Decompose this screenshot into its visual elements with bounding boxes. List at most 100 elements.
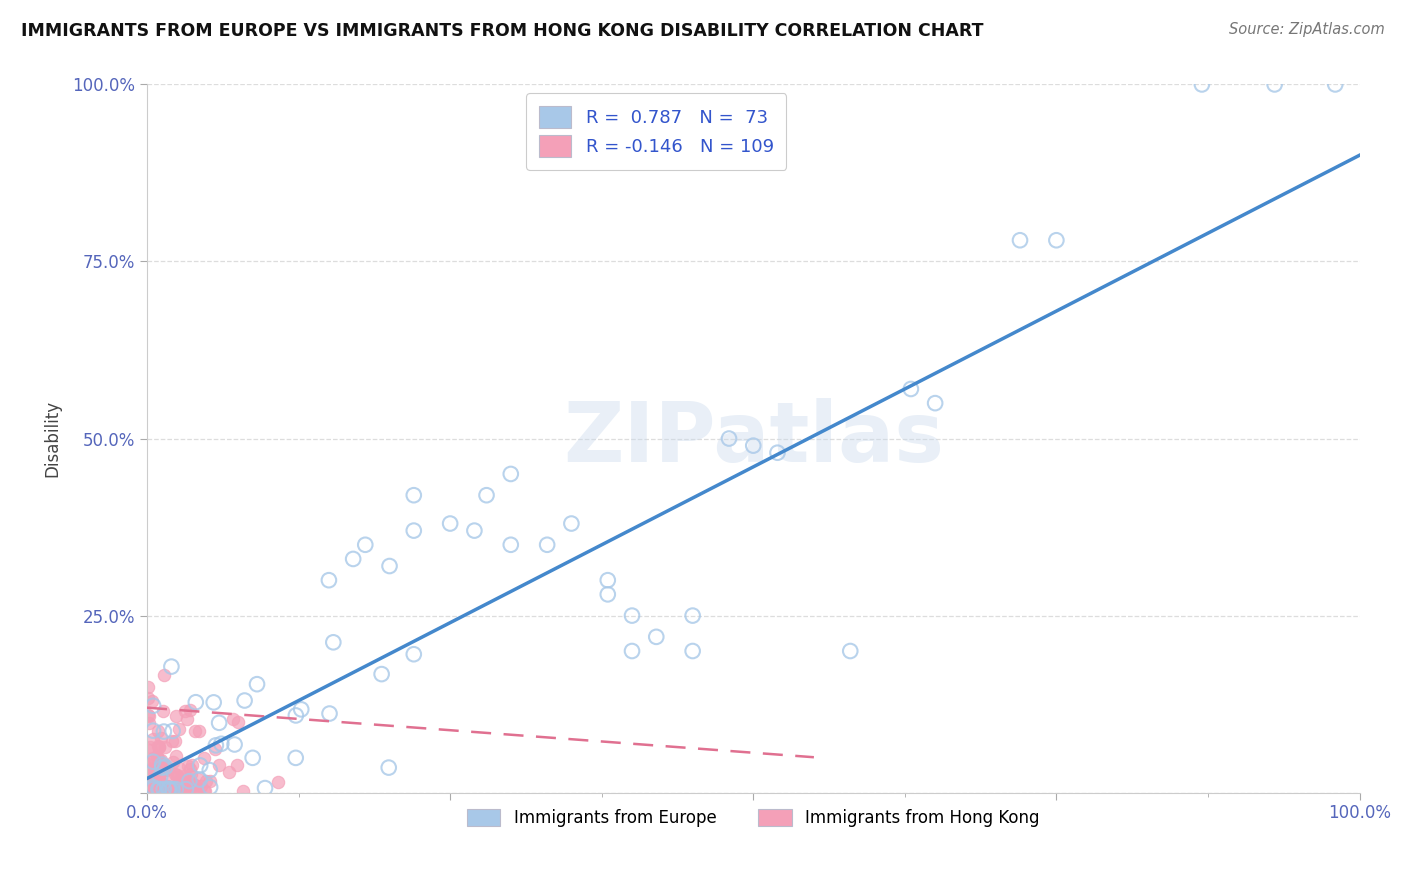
Legend: Immigrants from Europe, Immigrants from Hong Kong: Immigrants from Europe, Immigrants from … [461, 803, 1046, 834]
Point [153, 724, 176, 739]
Point [284, 751, 307, 765]
Point [167, 784, 190, 798]
Point [475, 488, 498, 502]
Point [148, 770, 170, 784]
Point [155, 764, 177, 778]
Point [139, 762, 162, 776]
Point [162, 782, 184, 797]
Point [150, 757, 173, 772]
Point [142, 771, 165, 785]
Point [155, 740, 177, 755]
Point [157, 782, 180, 797]
Point [180, 774, 202, 789]
Point [165, 749, 187, 764]
Point [183, 778, 205, 792]
Point [188, 772, 211, 787]
Point [139, 743, 162, 757]
Point [136, 764, 159, 778]
Point [342, 552, 364, 566]
Point [204, 742, 226, 756]
Point [242, 751, 264, 765]
Point [159, 782, 181, 797]
Point [560, 516, 582, 531]
Point [166, 770, 188, 784]
Point [766, 446, 789, 460]
Point [138, 784, 160, 798]
Point [156, 784, 179, 798]
Point [173, 784, 195, 798]
Point [136, 680, 159, 694]
Point [176, 784, 198, 798]
Point [148, 773, 170, 788]
Point [138, 780, 160, 795]
Point [924, 396, 946, 410]
Point [205, 739, 228, 753]
Point [149, 781, 172, 796]
Point [160, 784, 183, 798]
Point [136, 708, 159, 723]
Point [596, 573, 619, 587]
Y-axis label: Disability: Disability [44, 400, 60, 477]
Point [163, 734, 186, 748]
Point [156, 767, 179, 781]
Point [136, 691, 159, 706]
Point [198, 773, 221, 788]
Point [621, 608, 644, 623]
Point [153, 668, 176, 682]
Point [322, 635, 344, 649]
Text: ZIPatlas: ZIPatlas [562, 398, 943, 479]
Point [141, 773, 163, 788]
Point [149, 780, 172, 795]
Point [198, 780, 221, 794]
Point [149, 764, 172, 779]
Point [202, 695, 225, 709]
Point [139, 755, 162, 769]
Point [179, 774, 201, 789]
Point [176, 771, 198, 785]
Point [1191, 78, 1213, 92]
Point [165, 709, 187, 723]
Point [138, 709, 160, 723]
Point [139, 768, 162, 782]
Point [318, 706, 340, 721]
Point [148, 782, 170, 797]
Point [179, 703, 201, 717]
Point [148, 739, 170, 754]
Point [180, 767, 202, 781]
Point [207, 758, 229, 772]
Point [146, 749, 169, 764]
Point [439, 516, 461, 531]
Point [167, 722, 190, 736]
Point [1264, 78, 1286, 92]
Point [141, 694, 163, 708]
Point [194, 784, 217, 798]
Point [267, 774, 290, 789]
Point [156, 779, 179, 793]
Point [152, 761, 174, 775]
Point [162, 724, 184, 739]
Point [142, 772, 165, 787]
Point [176, 712, 198, 726]
Point [193, 751, 215, 765]
Point [402, 647, 425, 661]
Point [222, 712, 245, 726]
Point [183, 779, 205, 793]
Point [179, 762, 201, 776]
Point [402, 524, 425, 538]
Point [378, 559, 401, 574]
Point [153, 758, 176, 772]
Point [177, 759, 200, 773]
Point [742, 439, 765, 453]
Point [157, 782, 180, 797]
Point [152, 784, 174, 798]
Point [162, 756, 184, 770]
Point [142, 732, 165, 747]
Point [146, 739, 169, 753]
Point [621, 644, 644, 658]
Point [499, 467, 522, 481]
Point [254, 780, 277, 795]
Point [718, 432, 741, 446]
Point [246, 677, 269, 691]
Point [152, 763, 174, 777]
Point [536, 538, 558, 552]
